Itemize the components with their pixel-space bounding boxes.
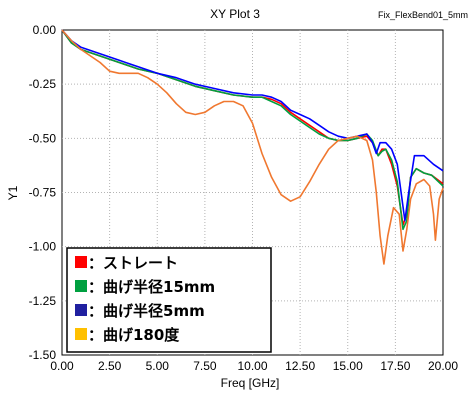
- y-tick-label: -1.50: [29, 348, 57, 362]
- x-tick-label: 12.50: [285, 359, 315, 373]
- x-tick-label: 5.00: [146, 359, 170, 373]
- x-tick-label: 2.50: [98, 359, 122, 373]
- legend-swatch: [75, 256, 87, 268]
- y-tick-label: -1.00: [29, 240, 57, 254]
- legend-swatch: [75, 304, 87, 316]
- legend-swatch: [75, 280, 87, 292]
- series-lines: [61, 29, 444, 265]
- x-axis-label: Freq [GHz]: [221, 376, 280, 390]
- legend-label: ：ストレート: [88, 254, 178, 272]
- x-tick-label: 15.00: [333, 359, 363, 373]
- x-tick-labels: 0.00 2.50 5.00 7.50 10.00 12.50 15.00 17.50 20.0…: [50, 359, 458, 373]
- y-tick-label: -1.25: [29, 294, 57, 308]
- series-line-2: [61, 29, 444, 222]
- chart-title: XY Plot 3: [210, 7, 260, 21]
- x-tick-label: 20.00: [428, 359, 458, 373]
- x-tick-label: 0.00: [50, 359, 74, 373]
- legend-box: [66, 247, 272, 353]
- legend-swatch: [75, 328, 87, 340]
- y-tick-label: -0.25: [29, 77, 57, 91]
- y-tick-labels: 0.00 -0.25 -0.50 -0.75 -1.00 -1.25 -1.50: [29, 23, 57, 362]
- y-tick-label: -0.75: [29, 186, 57, 200]
- chart-subtitle: Fix_FlexBend01_5mm: [378, 10, 468, 20]
- y-tick-label: -0.50: [29, 131, 57, 145]
- y-axis-label: Y1: [6, 185, 20, 200]
- x-tick-label: 17.50: [380, 359, 410, 373]
- x-tick-label: 7.50: [193, 359, 217, 373]
- x-tick-label: 10.00: [237, 359, 267, 373]
- legend: ：ストレート ：曲げ半径15mm ：曲げ半径5mm ：曲げ180度: [66, 247, 272, 353]
- y-tick-label: 0.00: [33, 23, 57, 37]
- legend-label: ：曲げ半径15mm: [88, 278, 215, 296]
- legend-label: ：曲げ180度: [88, 326, 180, 344]
- legend-label: ：曲げ半径5mm: [88, 302, 205, 320]
- series-line-3: [61, 29, 444, 265]
